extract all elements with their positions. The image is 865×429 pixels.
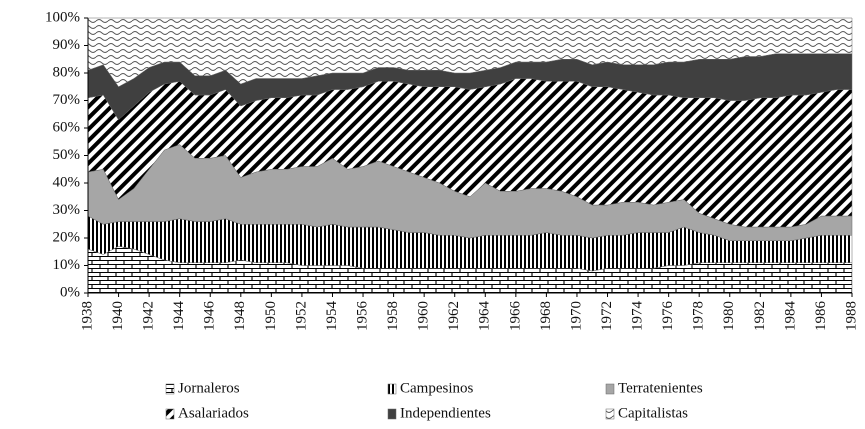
legend-label: Asalariados: [178, 405, 249, 421]
legend-label: Independientes: [400, 405, 491, 421]
x-tick-label: 1974: [630, 301, 646, 332]
x-tick-label: 1942: [141, 301, 157, 331]
legend-label: Terratenientes: [618, 380, 703, 396]
x-tick-label: 1946: [202, 301, 218, 332]
x-tick-label: 1986: [813, 301, 829, 332]
legend-swatch: [165, 408, 175, 420]
legend-swatch: [387, 383, 397, 395]
x-tick-label: 1978: [691, 301, 707, 331]
x-tick-label: 1966: [507, 301, 523, 332]
y-tick-label: 30%: [53, 202, 81, 218]
x-tick-label: 1958: [385, 301, 401, 331]
x-tick-label: 1976: [660, 301, 676, 332]
area: [87, 17, 853, 88]
y-tick-label: 0%: [60, 284, 80, 300]
x-tick-label: 1970: [568, 301, 584, 331]
x-tick-label: 1956: [354, 301, 370, 332]
x-tick-label: 1948: [232, 301, 248, 331]
x-tick-label: 1952: [293, 301, 309, 331]
x-tick-label: 1954: [324, 301, 340, 332]
x-tick-label: 1944: [171, 301, 187, 332]
y-tick-label: 70%: [53, 92, 81, 108]
legend-swatch: [605, 383, 615, 395]
y-tick-label: 90%: [53, 37, 81, 53]
x-tick-label: 1960: [416, 301, 432, 331]
y-tick-label: 60%: [53, 119, 81, 135]
y-tick-label: 40%: [53, 174, 81, 190]
legend-swatch: [605, 408, 615, 420]
x-tick-label: 1984: [782, 301, 798, 332]
x-tick-label: 1964: [477, 301, 493, 332]
legend-swatch: [165, 383, 175, 395]
x-tick-label: 1938: [79, 301, 95, 331]
x-tick-label: 1980: [721, 301, 737, 331]
legend-label: Campesinos: [400, 380, 473, 396]
x-tick-label: 1968: [538, 301, 554, 331]
y-tick-label: 20%: [53, 229, 81, 245]
y-tick-label: 50%: [53, 147, 81, 163]
x-tick-label: 1950: [263, 301, 279, 331]
y-tick-label: 80%: [53, 64, 81, 80]
y-tick-label: 100%: [45, 9, 80, 25]
legend-label: Capitalistas: [618, 405, 688, 421]
legend-label: Jornaleros: [178, 380, 240, 396]
x-tick-label: 1988: [843, 301, 859, 331]
x-tick-label: 1972: [599, 301, 615, 331]
x-tick-label: 1940: [110, 301, 126, 331]
y-tick-label: 10%: [53, 257, 81, 273]
x-tick-label: 1962: [446, 301, 462, 331]
legend-swatch: [387, 408, 397, 420]
x-tick-label: 1982: [752, 301, 768, 331]
